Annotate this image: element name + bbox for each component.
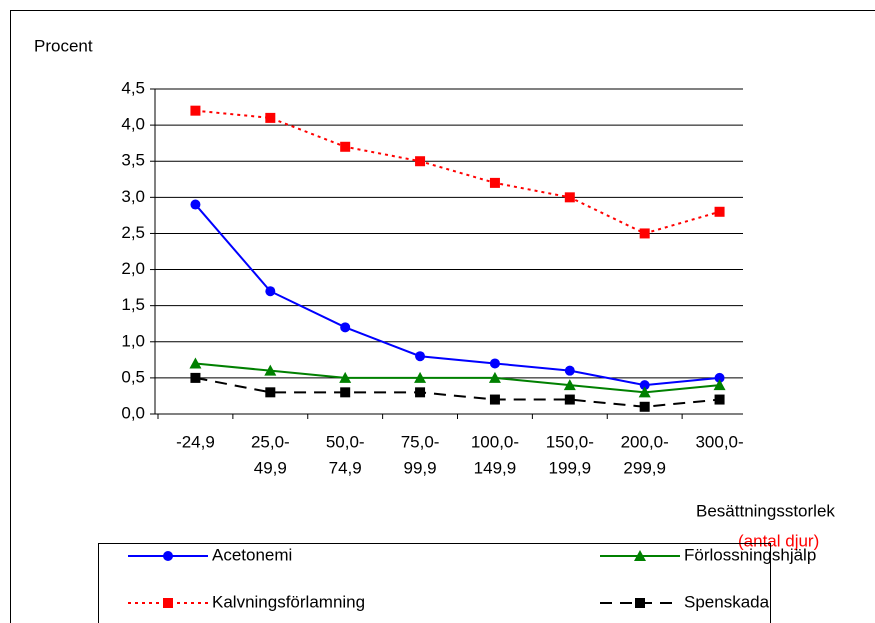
- legend-marker: [163, 551, 173, 561]
- x-tick-label: 75,0-: [401, 432, 440, 451]
- y-tick-label: 4,0: [121, 115, 145, 134]
- legend-label: Förlossningshjälp: [684, 545, 816, 564]
- legend-label: Spenskada: [684, 592, 770, 611]
- series-line: [194, 203, 720, 387]
- data-point: [713, 379, 726, 391]
- x-tick-label: 50,0-: [326, 432, 365, 451]
- data-point: [339, 371, 352, 383]
- data-point: [415, 351, 426, 362]
- y-tick-label: 0,0: [121, 403, 145, 422]
- x-axis-note: (antal djur): [738, 531, 819, 550]
- data-point: [265, 286, 276, 297]
- legend-marker: [634, 550, 646, 561]
- series-line: [195, 376, 720, 408]
- x-axis-label: Besättningsstorlek: [696, 501, 835, 520]
- legend-marker: [635, 598, 645, 608]
- x-tick-label: 25,0-: [251, 432, 290, 451]
- data-point: [639, 401, 650, 412]
- data-point: [189, 357, 202, 369]
- data-point: [264, 364, 277, 376]
- x-tick-label: 99,9: [404, 458, 437, 477]
- legend-label: Kalvningsförlamning: [212, 592, 365, 611]
- data-point: [638, 386, 651, 398]
- y-tick-label: 2,5: [121, 223, 145, 242]
- data-point: [714, 394, 725, 405]
- data-point: [190, 199, 201, 210]
- data-point: [564, 365, 575, 376]
- data-point: [414, 371, 427, 383]
- data-point: [415, 387, 426, 398]
- y-tick-label: 3,0: [121, 187, 145, 206]
- data-point: [639, 380, 650, 391]
- legend-marker: [163, 598, 173, 608]
- x-tick-label: 100,0-: [471, 432, 519, 451]
- data-point: [415, 156, 426, 167]
- data-point: [714, 206, 725, 217]
- y-tick-label: 0,5: [121, 367, 145, 386]
- data-point: [340, 322, 351, 333]
- series-line: [195, 109, 720, 235]
- x-tick-label: 150,0-: [546, 432, 594, 451]
- data-point: [564, 394, 575, 405]
- y-tick-label: 4,5: [121, 78, 145, 97]
- y-axis-label: Procent: [34, 36, 93, 55]
- y-tick-label: 3,5: [121, 151, 145, 170]
- data-point: [563, 379, 576, 391]
- y-tick-label: 1,5: [121, 295, 145, 314]
- data-point: [190, 105, 201, 116]
- x-tick-label: -24,9: [176, 432, 215, 451]
- data-point: [489, 177, 500, 188]
- data-point: [265, 387, 276, 398]
- legend-label: Acetonemi: [212, 545, 292, 564]
- x-tick-label: 300,0-: [695, 432, 743, 451]
- series-line: [195, 362, 720, 394]
- data-point: [340, 387, 351, 398]
- chart-frame: [10, 10, 875, 623]
- x-tick-label: 200,0-: [621, 432, 669, 451]
- data-point: [489, 394, 500, 405]
- x-tick-label: 49,9: [254, 458, 287, 477]
- x-tick-label: 74,9: [329, 458, 362, 477]
- x-tick-label: 149,9: [474, 458, 517, 477]
- data-point: [714, 372, 725, 383]
- x-tick-label: 299,9: [623, 458, 666, 477]
- y-tick-label: 1,0: [121, 331, 145, 350]
- data-point: [190, 372, 201, 383]
- x-tick-label: 199,9: [549, 458, 592, 477]
- data-point: [564, 192, 575, 203]
- data-point: [639, 228, 650, 239]
- data-point: [488, 371, 501, 383]
- legend: [98, 543, 771, 623]
- data-point: [265, 112, 276, 123]
- data-point: [489, 358, 500, 369]
- data-point: [340, 141, 351, 152]
- y-tick-label: 2,0: [121, 259, 145, 278]
